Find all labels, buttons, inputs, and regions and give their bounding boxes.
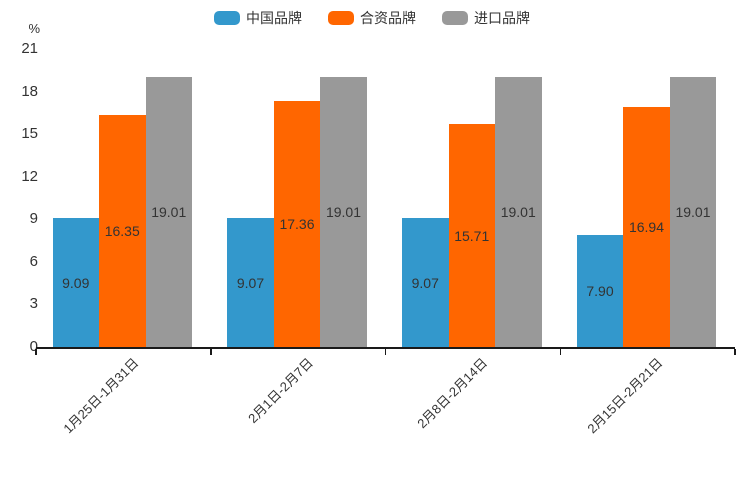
bar[interactable] bbox=[320, 77, 367, 347]
legend: 中国品牌 合资品牌 进口品牌 bbox=[0, 8, 744, 28]
bar-value-label: 16.35 bbox=[104, 222, 140, 239]
x-axis-label: 2月15日-2月21日 bbox=[584, 355, 666, 437]
legend-item[interactable]: 进口品牌 bbox=[442, 8, 530, 28]
bar-value-label: 19.01 bbox=[675, 204, 711, 221]
x-axis-label: 1月25日-1月31日 bbox=[59, 355, 142, 437]
bar[interactable] bbox=[669, 77, 717, 347]
x-axis-tick bbox=[210, 349, 212, 355]
bar[interactable] bbox=[99, 114, 146, 347]
x-axis-tick bbox=[734, 349, 736, 355]
legend-item-label: 中国品牌 bbox=[246, 10, 302, 26]
y-tick-label: 15 bbox=[21, 125, 38, 143]
legend-item[interactable]: 合资品牌 bbox=[328, 8, 416, 28]
y-tick-label: 18 bbox=[21, 82, 38, 100]
y-tick-label: 9 bbox=[29, 210, 38, 228]
y-tick-label: 21 bbox=[21, 40, 38, 57]
bar[interactable] bbox=[273, 100, 321, 347]
bar[interactable] bbox=[495, 77, 542, 347]
bar-value-label: 19.01 bbox=[500, 204, 536, 221]
legend-swatch bbox=[214, 11, 240, 25]
y-axis-unit-label: % bbox=[28, 21, 40, 36]
x-axis-tick bbox=[35, 349, 37, 355]
y-tick-label: 0 bbox=[29, 338, 38, 355]
y-tick-label: 12 bbox=[21, 167, 38, 185]
bar-value-label: 19.01 bbox=[151, 204, 187, 221]
y-tick-label: 6 bbox=[29, 252, 38, 270]
bar[interactable] bbox=[448, 124, 495, 347]
bar-value-label: 9.09 bbox=[62, 274, 90, 291]
bar[interactable] bbox=[402, 218, 449, 347]
bar-value-label: 7.90 bbox=[586, 282, 614, 299]
bar-value-label: 19.01 bbox=[325, 204, 362, 221]
bar-value-label: 17.36 bbox=[279, 215, 315, 232]
bar[interactable] bbox=[623, 106, 670, 347]
y-tick-label: 3 bbox=[29, 295, 38, 313]
bar-value-label: 9.07 bbox=[236, 274, 265, 291]
legend-swatch bbox=[442, 11, 468, 25]
legend-item-label: 进口品牌 bbox=[474, 10, 530, 26]
bar-value-label: 9.07 bbox=[411, 274, 439, 291]
bar[interactable] bbox=[52, 218, 99, 347]
bar-value-label: 16.94 bbox=[628, 218, 665, 235]
bar[interactable] bbox=[227, 218, 274, 347]
x-axis-label: 2月1日-2月7日 bbox=[244, 355, 316, 427]
x-axis-label: 2月8日-2月14日 bbox=[414, 355, 491, 432]
bar[interactable] bbox=[145, 77, 192, 347]
legend-item[interactable]: 中国品牌 bbox=[214, 8, 302, 28]
bar[interactable] bbox=[576, 234, 624, 347]
x-axis-tick bbox=[559, 349, 561, 355]
legend-swatch bbox=[328, 11, 354, 25]
x-axis-line bbox=[36, 347, 735, 349]
bar-value-label: 15.71 bbox=[454, 227, 490, 244]
legend-item-label: 合资品牌 bbox=[360, 10, 416, 26]
x-axis-tick bbox=[384, 349, 387, 355]
